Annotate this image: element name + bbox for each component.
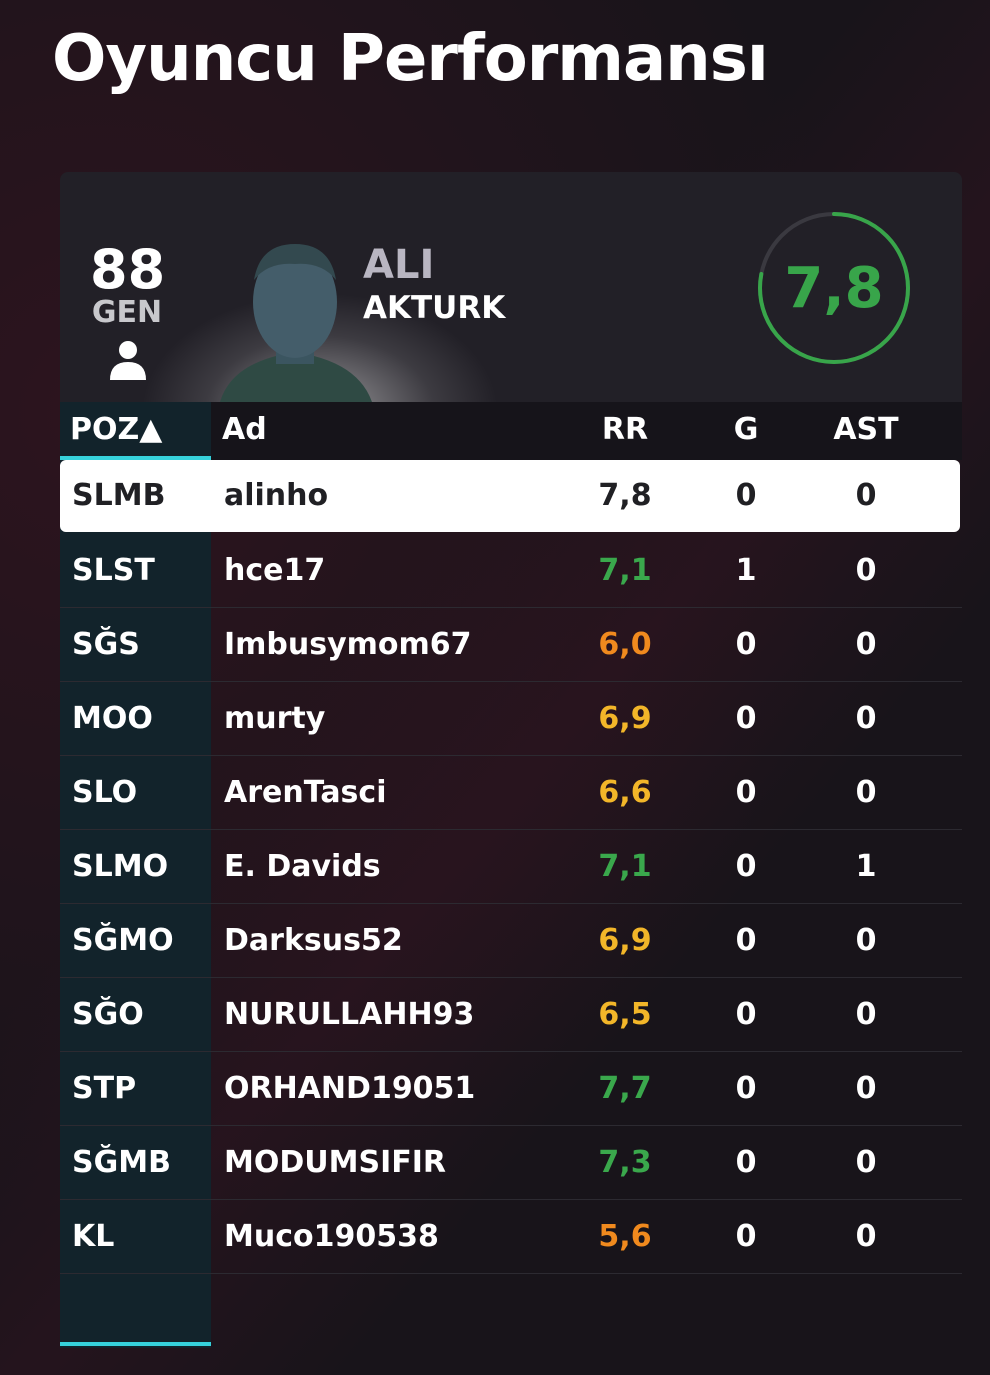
row-player-name: Imbusymom67 [224, 627, 472, 662]
table-row[interactable]: SĞMB MODUMSIFIR 7,3 0 0 [60, 1126, 962, 1200]
row-player-name: E. Davids [224, 849, 381, 884]
row-goals: 0 [735, 997, 757, 1032]
match-rating-value: 7,8 [784, 255, 884, 321]
row-assists: 0 [855, 701, 877, 736]
player-card: 88 GEN ALI AKTURK 7,8 [60, 172, 962, 402]
page-title: Oyuncu Performansı [52, 22, 769, 96]
row-goals: 0 [735, 1071, 757, 1106]
table-row[interactable]: SĞS Imbusymom67 6,0 0 0 [60, 608, 962, 682]
row-position: SĞO [72, 997, 144, 1032]
row-rating: 7,1 [598, 849, 652, 884]
player-silhouette-icon [220, 244, 372, 402]
row-assists: 0 [855, 923, 877, 958]
row-rating: 6,9 [598, 701, 652, 736]
position-header-underline [60, 456, 211, 460]
row-player-name: NURULLAHH93 [224, 997, 475, 1032]
overall-value: 88 [90, 238, 166, 301]
table-row[interactable]: SĞO NURULLAHH93 6,5 0 0 [60, 978, 962, 1052]
row-assists: 0 [855, 775, 877, 810]
table-row[interactable]: SLMO E. Davids 7,1 0 1 [60, 830, 962, 904]
row-rating: 7,3 [598, 1145, 652, 1180]
row-rating: 6,9 [598, 923, 652, 958]
sort-ascending-icon: ▲ [139, 412, 163, 447]
header-name[interactable]: Ad [222, 412, 267, 447]
table-row[interactable]: KL Muco190538 5,6 0 0 [60, 1200, 962, 1274]
row-position: SLO [72, 775, 138, 810]
row-assists: 0 [855, 1219, 877, 1254]
row-position: STP [72, 1071, 137, 1106]
row-player-name: alinho [224, 478, 329, 513]
row-player-name: Darksus52 [224, 923, 403, 958]
header-position[interactable]: POZ▲ [70, 402, 162, 460]
table-body: SLMB alinho 7,8 0 0 SLST hce17 7,1 1 0 SĞS Imbusymo… [60, 460, 962, 1274]
row-player-name: Muco190538 [224, 1219, 439, 1254]
row-assists: 0 [855, 997, 877, 1032]
row-rating: 5,6 [598, 1219, 652, 1254]
player-first-name: ALI [363, 242, 435, 288]
row-goals: 0 [735, 478, 757, 513]
row-player-name: hce17 [224, 553, 326, 588]
match-rating-ring [758, 212, 910, 364]
row-goals: 0 [735, 775, 757, 810]
row-rating: 6,6 [598, 775, 652, 810]
row-position: SLMO [72, 849, 169, 884]
position-header-background [60, 402, 211, 460]
row-assists: 0 [855, 1071, 877, 1106]
row-goals: 0 [735, 701, 757, 736]
table-header: POZ▲ Ad RR G AST [60, 402, 962, 460]
row-rating: 7,7 [598, 1071, 652, 1106]
row-rating: 6,5 [598, 997, 652, 1032]
row-position: MOO [72, 701, 153, 736]
row-assists: 0 [855, 627, 877, 662]
row-assists: 0 [855, 478, 877, 513]
row-rating: 7,1 [598, 553, 652, 588]
player-last-name: AKTURK [363, 290, 506, 326]
table-row[interactable]: SLO ArenTasci 6,6 0 0 [60, 756, 962, 830]
table-row[interactable]: MOO murty 6,9 0 0 [60, 682, 962, 756]
table-row[interactable]: SĞMO Darksus52 6,9 0 0 [60, 904, 962, 978]
row-goals: 0 [735, 849, 757, 884]
row-rating: 6,0 [598, 627, 652, 662]
position-column-background [60, 402, 211, 1348]
row-player-name: ORHAND19051 [224, 1071, 476, 1106]
row-goals: 0 [735, 1145, 757, 1180]
table-row[interactable]: SLST hce17 7,1 1 0 [60, 534, 962, 608]
row-position: SĞMO [72, 923, 174, 958]
header-position-label: POZ [70, 412, 140, 447]
row-position: SLST [72, 553, 155, 588]
position-column-underline [60, 1342, 211, 1346]
table-row[interactable]: SLMB alinho 7,8 0 0 [60, 460, 960, 532]
row-goals: 1 [735, 553, 757, 588]
header-assists[interactable]: AST [833, 412, 899, 447]
row-assists: 0 [855, 553, 877, 588]
row-player-name: MODUMSIFIR [224, 1145, 446, 1180]
row-rating: 7,8 [598, 478, 652, 513]
row-position: KL [72, 1219, 115, 1254]
header-rating[interactable]: RR [601, 412, 649, 447]
row-assists: 0 [855, 1145, 877, 1180]
row-position: SĞS [72, 627, 140, 662]
person-icon [110, 341, 146, 380]
row-position: SLMB [72, 478, 166, 513]
row-goals: 0 [735, 627, 757, 662]
match-rating-progress [758, 212, 910, 364]
row-position: SĞMB [72, 1145, 171, 1180]
row-goals: 0 [735, 923, 757, 958]
row-player-name: murty [224, 701, 326, 736]
row-player-name: ArenTasci [224, 775, 387, 810]
table-row[interactable]: STP ORHAND19051 7,7 0 0 [60, 1052, 962, 1126]
performance-table: POZ▲ Ad RR G AST SLMB alinho 7,8 0 0 SLST hce1… [60, 402, 962, 1348]
header-goals[interactable]: G [733, 412, 759, 447]
row-assists: 1 [855, 849, 877, 884]
row-goals: 0 [735, 1219, 757, 1254]
